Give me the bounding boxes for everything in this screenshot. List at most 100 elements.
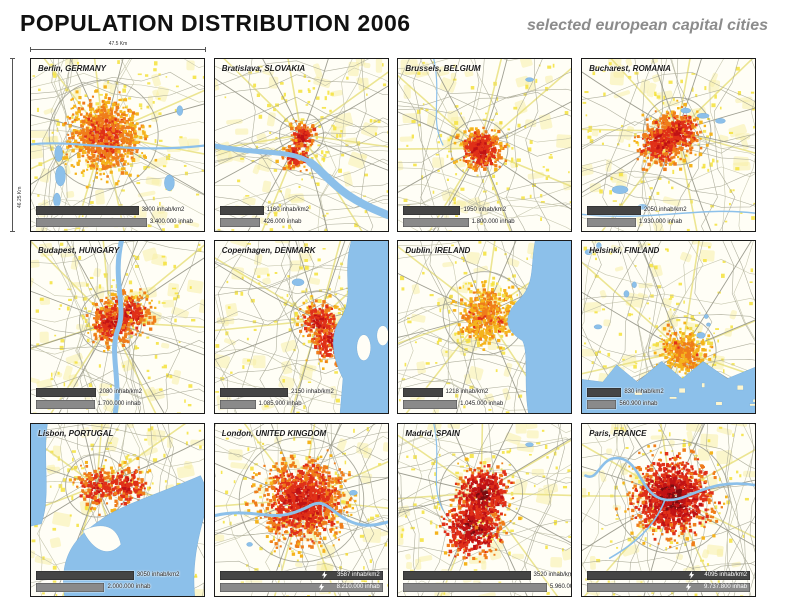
density-value: 3800 inhab/km2 [141, 207, 185, 213]
population-value: 1.085.900 inhab [258, 401, 302, 408]
population-value: 1.700.000 inhab [97, 401, 141, 408]
density-stat-row: 830 inhab/km2 [587, 388, 750, 398]
panel-title-copenhagen: Copenhagen, DENMARK [221, 246, 316, 256]
population-stat-row: 8.210.000 inhab [219, 582, 383, 592]
population-stat-row: 560.900 inhab [587, 400, 750, 410]
population-stat-row: 3.400.000 inhab [36, 218, 199, 227]
population-bar [219, 218, 261, 227]
population-stat-row: 1.085.900 inhab [219, 400, 383, 410]
panel-title-berlin: Berlin, GERMANY [38, 64, 107, 73]
population-bar [36, 400, 95, 410]
population-bar [219, 400, 256, 410]
panel-title-paris: Paris, FRANCE [589, 428, 647, 438]
panel-title-bratislava: Bratislava, SLOVAKIA [221, 64, 306, 73]
density-bar [403, 388, 443, 398]
map-panel-copenhagen: Copenhagen, DENMARK 2150 inhab/km2 1.085.9… [213, 240, 389, 415]
panel-stats: 1218 inhab/km2 1.045.000 inhab [403, 385, 566, 410]
density-bar [587, 206, 641, 215]
city-map-copenhagen [214, 241, 388, 414]
map-panel-paris: Paris, FRANCE 4095 inhab/km2 9.737.800 inh… [581, 422, 757, 597]
density-stat-row: 2050 inhab/km2 [587, 206, 750, 215]
population-bar [587, 400, 617, 410]
panel-title-brussels: Brussels, BELGIUM [405, 64, 481, 73]
map-panel-london: London, UNITED KINGDOM 3587 inhab/km2 8.21… [213, 422, 389, 597]
density-value: 2080 inhab/km2 [99, 389, 142, 396]
density-stat-row: 1160 inhab/km2 [219, 206, 383, 215]
clipped-bar-bolt-icon [318, 583, 324, 592]
density-stat-row: 3800 inhab/km2 [36, 206, 199, 215]
panel-stats: 1160 inhab/km2 426.000 inhab [219, 203, 383, 227]
map-panel-madrid: Madrid, SPAIN 3520 inhab/km2 5.960.000 inh… [397, 422, 573, 597]
city-map-helsinki [582, 241, 756, 414]
panel-stats: 3800 inhab/km2 3.400.000 inhab [36, 203, 199, 227]
density-bar [403, 570, 531, 580]
panel-stats: 830 inhab/km2 560.900 inhab [587, 385, 750, 410]
density-stat-row: 4095 inhab/km2 [587, 570, 751, 580]
density-bar [219, 388, 289, 398]
panel-title-london: London, UNITED KINGDOM [221, 428, 327, 438]
panel-title-madrid: Madrid, SPAIN [405, 428, 460, 438]
city-map-madrid [398, 423, 572, 596]
city-map-lisbon [31, 423, 204, 596]
city-map-dublin [398, 241, 572, 414]
horizontal-scale-bar [30, 47, 206, 52]
population-bar [587, 582, 751, 592]
map-panel-dublin: Dublin, IRELAND 1218 inhab/km2 1.045.000 i… [397, 240, 573, 415]
density-stat-row: 2080 inhab/km2 [36, 388, 199, 398]
population-value: 1.045.000 inhab [460, 401, 504, 408]
density-bar [587, 570, 751, 580]
city-map-bratislava [214, 59, 388, 231]
population-value: 5.960.000 inhab [549, 583, 572, 590]
panel-title-budapest: Budapest, HUNGARY [38, 246, 120, 256]
map-panel-brussels: Brussels, BELGIUM 1950 inhab/km2 1.800.000… [397, 58, 573, 232]
population-stat-row: 1.930.000 inhab [587, 218, 750, 227]
density-stat-row: 3520 inhab/km2 [403, 570, 571, 580]
panel-title-helsinki: Helsinki, FINLAND [589, 246, 660, 256]
map-panel-bucharest: Bucharest, ROMANIA 2050 inhab/km2 1.930.00… [581, 58, 757, 232]
density-stat-row: 1950 inhab/km2 [403, 206, 566, 215]
population-value: 3.400.000 inhab [149, 219, 193, 225]
density-bar [219, 206, 264, 215]
density-stat-row: 3050 inhab/km2 [36, 570, 199, 580]
population-bar [403, 582, 547, 592]
population-value: 560.900 inhab [619, 401, 658, 408]
density-stat-row: 3587 inhab/km2 [219, 570, 383, 580]
page-title: POPULATION DISTRIBUTION 2006 [20, 10, 411, 36]
density-value: 1950 inhab/km2 [463, 207, 507, 213]
population-bar [219, 582, 383, 592]
vertical-scale-bar: 46.25 Km [10, 58, 23, 232]
city-map-bucharest [582, 59, 756, 231]
map-panel-lisbon: Lisbon, PORTUGAL 3050 inhab/km2 2.000.000 … [30, 422, 205, 597]
density-value: 1160 inhab/km2 [266, 207, 309, 213]
population-stat-row: 9.737.800 inhab [587, 582, 751, 592]
density-stat-row: 2150 inhab/km2 [219, 388, 383, 398]
city-map-paris [582, 423, 756, 596]
vertical-scale-label: 46.25 Km [17, 186, 23, 208]
density-value: 2150 inhab/km2 [291, 389, 334, 396]
density-bar [36, 206, 139, 215]
population-value: 1.930.000 inhab [638, 219, 683, 225]
panel-title-bucharest: Bucharest, ROMANIA [589, 64, 671, 73]
density-bar [36, 388, 97, 398]
panel-stats: 3050 inhab/km2 2.000.000 inhab [36, 568, 199, 592]
panel-stats: 3587 inhab/km2 8.210.000 inhab [219, 568, 383, 592]
panel-stats: 1950 inhab/km2 1.800.000 inhab [403, 203, 566, 227]
density-value: 2050 inhab/km2 [643, 207, 687, 213]
population-stat-row: 1.800.000 inhab [403, 218, 566, 227]
density-bar [587, 388, 622, 398]
population-bar [36, 582, 105, 592]
population-stat-row: 426.000 inhab [219, 218, 383, 227]
population-value: 1.800.000 inhab [471, 219, 515, 225]
density-value: 3050 inhab/km2 [136, 571, 180, 578]
panel-stats: 3520 inhab/km2 5.960.000 inhab [403, 568, 571, 592]
density-stat-row: 1218 inhab/km2 [403, 388, 566, 398]
city-map-brussels [398, 59, 572, 231]
population-stat-row: 1.700.000 inhab [36, 400, 199, 410]
city-map-budapest [31, 241, 204, 414]
density-value: 3587 inhab/km2 [336, 571, 380, 578]
clipped-bar-bolt-icon [321, 571, 328, 580]
population-bar [403, 400, 458, 410]
page-subtitle: selected european capital cities [527, 17, 768, 34]
density-value: 4095 inhab/km2 [704, 571, 748, 578]
population-stat-row: 5.960.000 inhab [403, 582, 571, 592]
